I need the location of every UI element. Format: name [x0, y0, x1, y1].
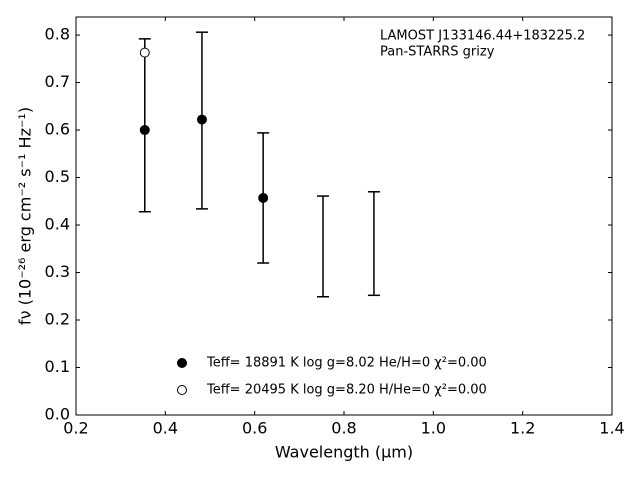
y-tick-label: 0.2 [45, 310, 70, 329]
y-tick-label: 0.0 [45, 405, 70, 424]
x-tick-label: 0.6 [242, 419, 267, 438]
y-tick-label: 0.1 [45, 357, 70, 376]
legend-label: Teff= 20495 K log g=8.20 H/He=0 χ²=0.00 [206, 383, 487, 398]
y-tick-label: 0.3 [45, 262, 70, 281]
y-tick-label: 0.7 [45, 72, 70, 91]
x-tick-label: 1.2 [510, 419, 535, 438]
marker [139, 125, 150, 136]
x-tick-label: 1.4 [599, 419, 624, 438]
x-tick-label: 1.0 [421, 419, 446, 438]
y-tick-label: 0.6 [45, 120, 70, 139]
x-tick-label: 0.8 [331, 419, 356, 438]
annotation: LAMOST J133146.44+183225.2 [380, 29, 585, 44]
x-tick-label: 0.4 [153, 419, 178, 438]
error-bar [317, 195, 330, 298]
legend-marker [177, 385, 187, 395]
legend-marker [177, 358, 187, 368]
legend-label: Teff= 18891 K log g=8.02 He/H=0 χ²=0.00 [206, 356, 487, 371]
x-axis-label: Wavelength (μm) [275, 443, 413, 462]
annotation: Pan-STARRS grizy [380, 45, 495, 60]
error-bar [367, 191, 380, 297]
marker [258, 192, 269, 203]
y-tick-label: 0.5 [45, 167, 70, 186]
marker [196, 114, 207, 125]
y-tick-label: 0.8 [45, 25, 70, 44]
x-tick-label: 0.2 [63, 419, 88, 438]
marker [139, 47, 150, 58]
y-axis-label: fν (10⁻²⁶ erg cm⁻² s⁻¹ Hz⁻¹) [16, 107, 35, 325]
y-tick-label: 0.4 [45, 215, 70, 234]
